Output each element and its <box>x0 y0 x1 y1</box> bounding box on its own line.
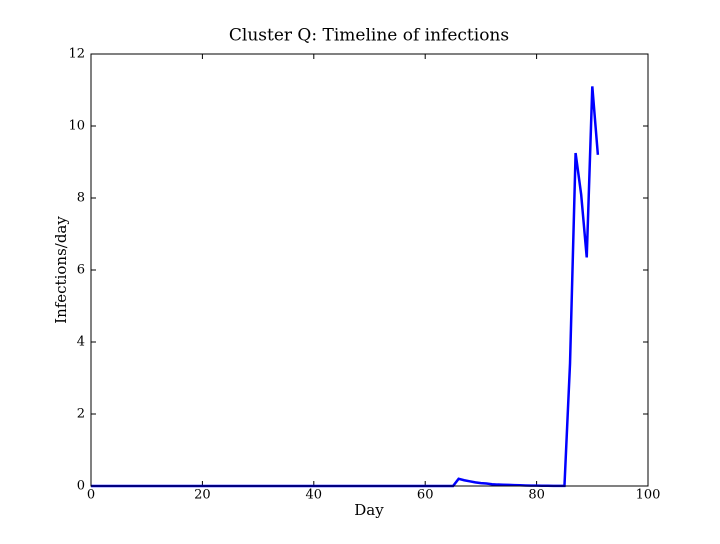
data-line <box>91 86 600 488</box>
y-tick-label: 6 <box>77 263 85 278</box>
x-tick-label: 0 <box>87 488 95 503</box>
x-axis-label: Day <box>354 501 384 519</box>
y-tick-label: 8 <box>77 191 85 206</box>
chart-title: Cluster Q: Timeline of infections <box>229 26 509 46</box>
x-tick-label: 100 <box>636 488 661 503</box>
y-tick-label: 4 <box>77 335 85 350</box>
plot-frame <box>90 53 649 487</box>
y-tick-label: 2 <box>77 407 85 422</box>
y-tick-label: 12 <box>68 47 85 62</box>
y-axis-label: Infections/day <box>52 216 70 324</box>
x-tick-label: 20 <box>194 488 211 503</box>
x-tick-label: 80 <box>528 488 545 503</box>
y-tick-label: 10 <box>68 119 85 134</box>
x-tick-label: 40 <box>306 488 323 503</box>
y-tick-label: 0 <box>77 479 85 494</box>
x-tick-label: 60 <box>417 488 434 503</box>
